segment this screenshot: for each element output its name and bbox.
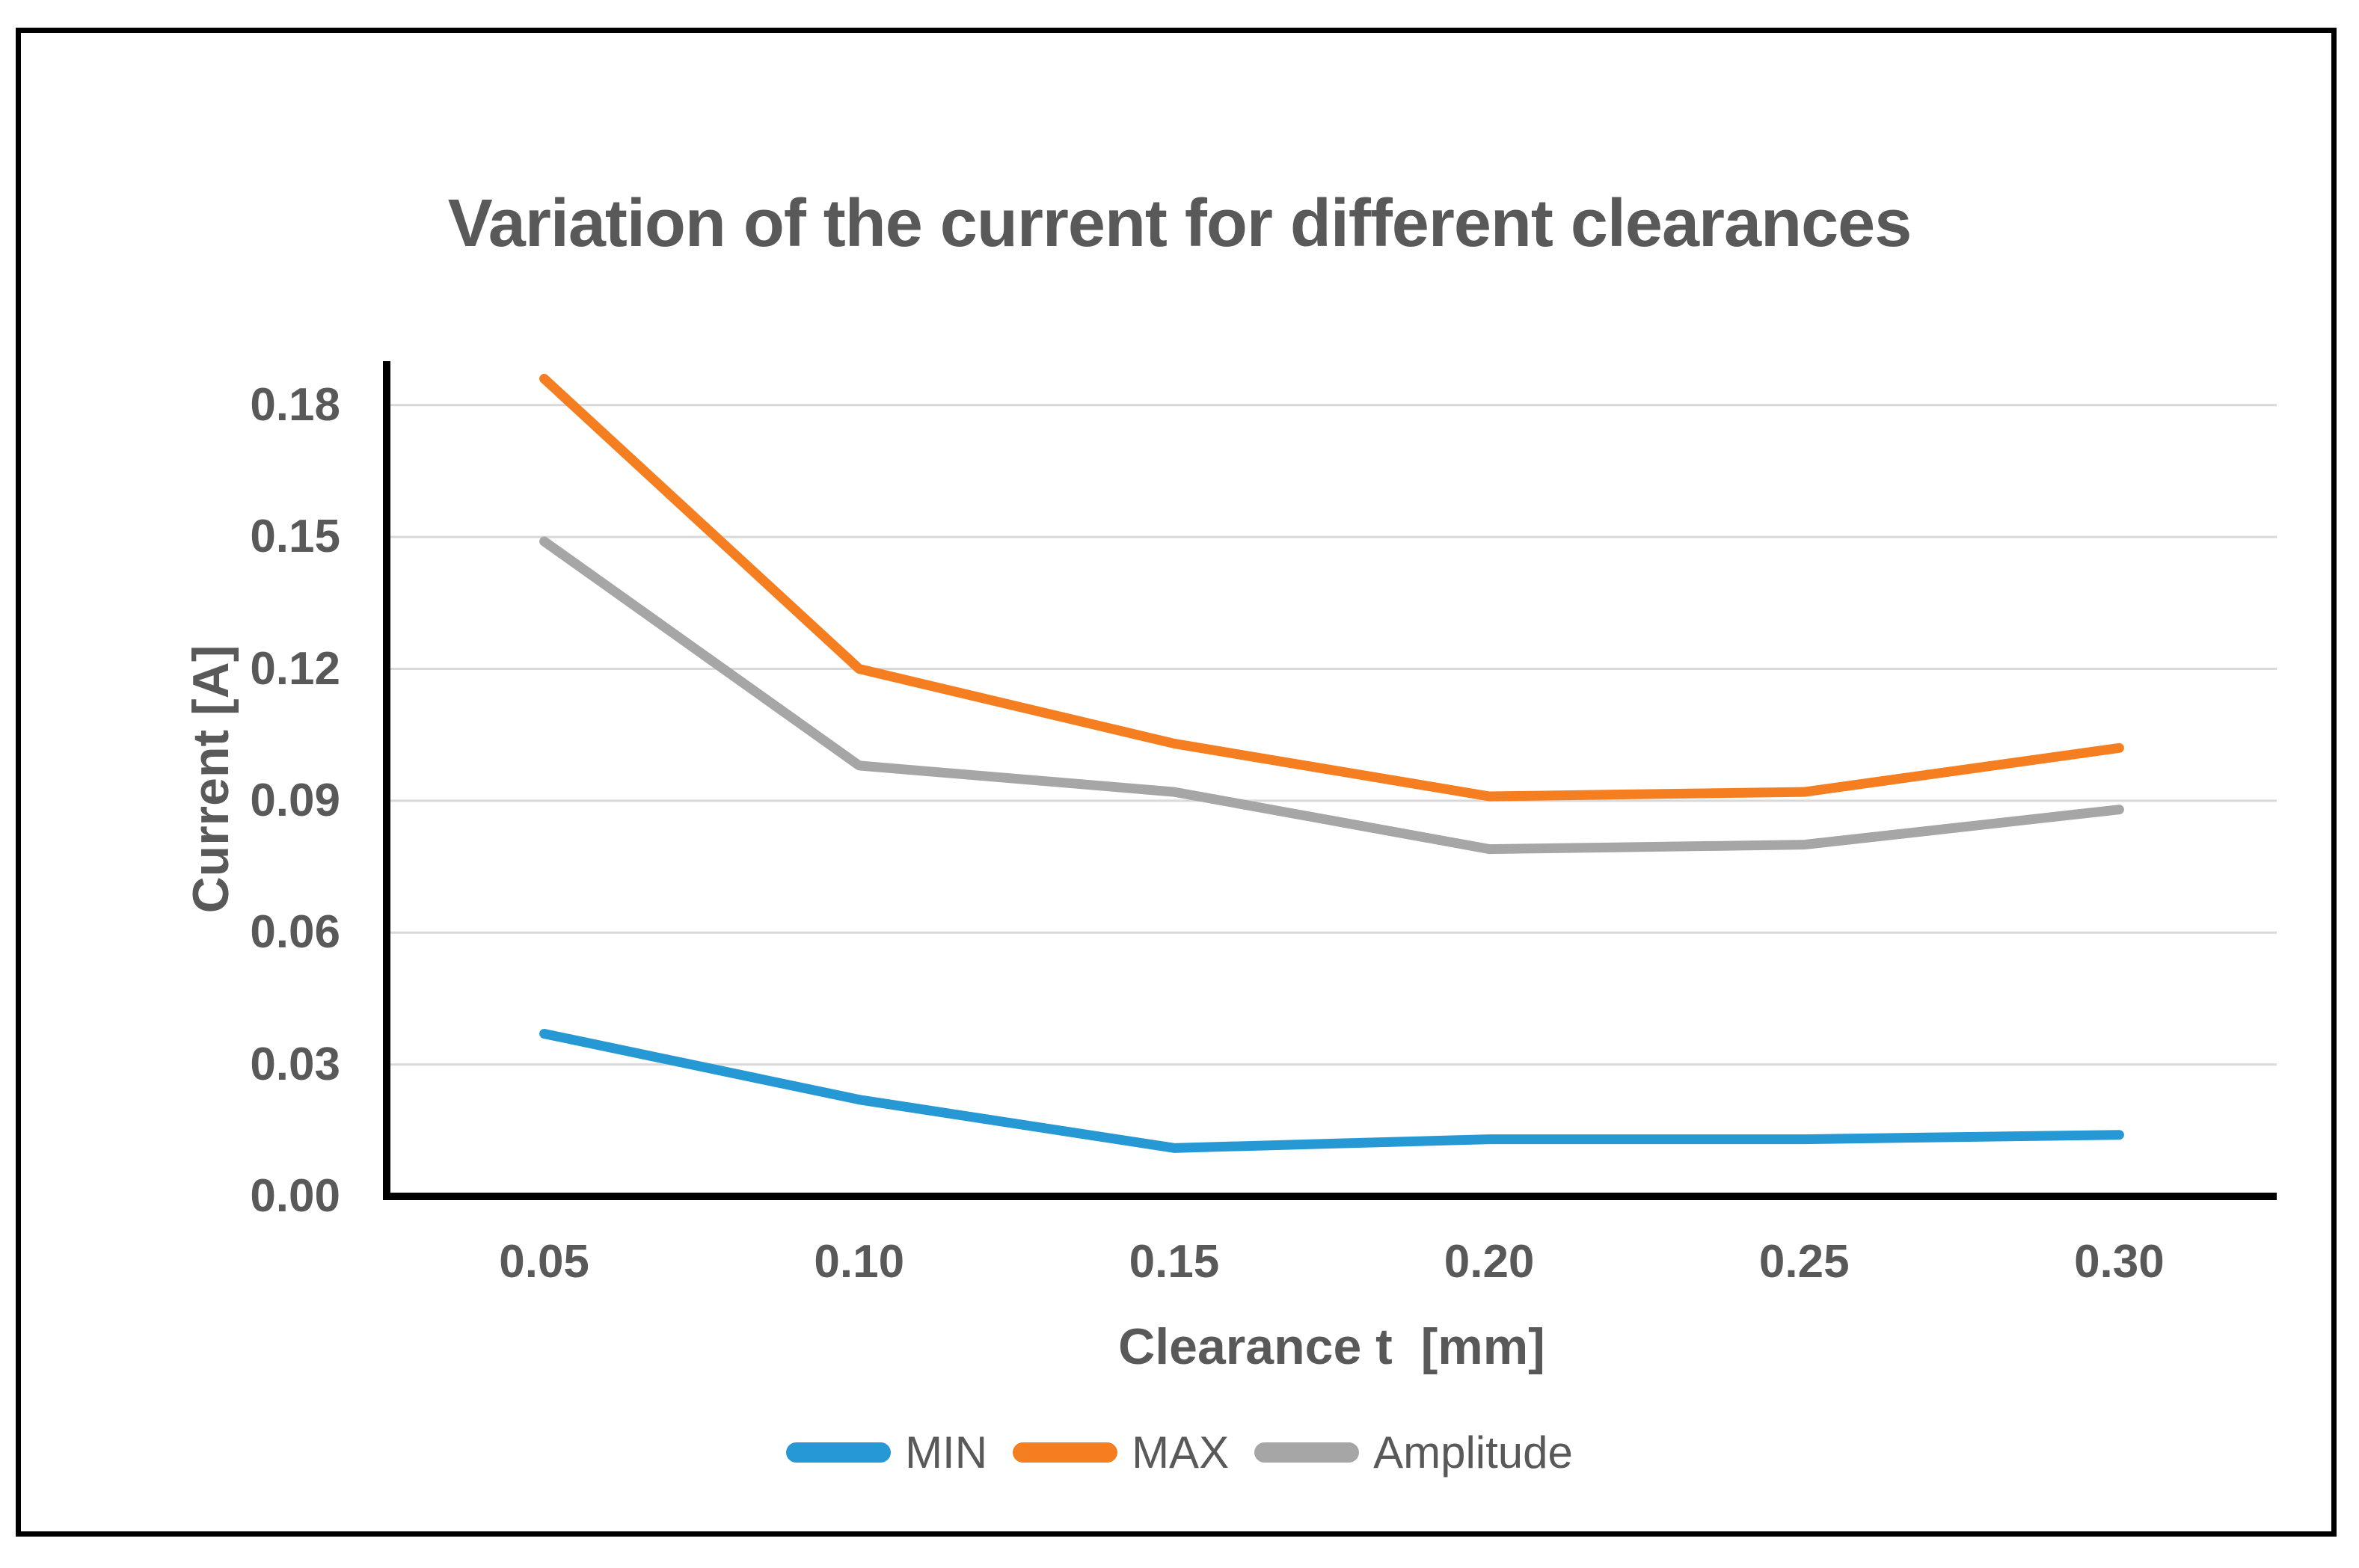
y-tick-label-0.15: 0.15 bbox=[250, 511, 340, 563]
outer-frame-border bbox=[16, 28, 2337, 1537]
y-tick-label-0.18: 0.18 bbox=[250, 378, 340, 431]
legend-item-max: MAX bbox=[1013, 1427, 1229, 1478]
x-tick-label-0.30: 0.30 bbox=[2074, 1236, 2165, 1288]
legend-swatch-min-icon bbox=[786, 1442, 892, 1463]
legend-swatch-amplitude-icon bbox=[1254, 1442, 1360, 1463]
legend-item-amplitude: Amplitude bbox=[1254, 1427, 1573, 1478]
x-tick-label-0.05: 0.05 bbox=[499, 1236, 589, 1288]
x-tick-label-0.10: 0.10 bbox=[814, 1236, 905, 1288]
legend-label-max: MAX bbox=[1132, 1427, 1230, 1478]
x-tick-label-0.25: 0.25 bbox=[1758, 1236, 1850, 1288]
series-line-max bbox=[539, 374, 2124, 802]
legend-label-min: MIN bbox=[905, 1427, 988, 1478]
y-tick-label-0.09: 0.09 bbox=[250, 774, 340, 826]
x-tick-label-0.15: 0.15 bbox=[1129, 1236, 1220, 1288]
x-axis-title: Clearance t [mm] bbox=[1118, 1318, 1545, 1375]
y-tick-label-0.00: 0.00 bbox=[250, 1170, 340, 1222]
legend-label-amplitude: Amplitude bbox=[1373, 1427, 1573, 1478]
axis-lines bbox=[383, 361, 2277, 1200]
series-line-min bbox=[539, 1028, 2124, 1153]
y-tick-label-0.03: 0.03 bbox=[250, 1038, 340, 1090]
chart-legend: MIN MAX Amplitude bbox=[0, 1427, 2359, 1478]
chart-title: Variation of the current for different c… bbox=[447, 186, 1912, 261]
series-line-amplitude bbox=[539, 536, 2124, 855]
y-tick-label-0.06: 0.06 bbox=[250, 906, 340, 959]
y-tick-label-0.12: 0.12 bbox=[250, 642, 340, 695]
x-tick-label-0.20: 0.20 bbox=[1444, 1236, 1535, 1288]
legend-swatch-max-icon bbox=[1013, 1442, 1118, 1463]
legend-item-min: MIN bbox=[786, 1427, 987, 1478]
